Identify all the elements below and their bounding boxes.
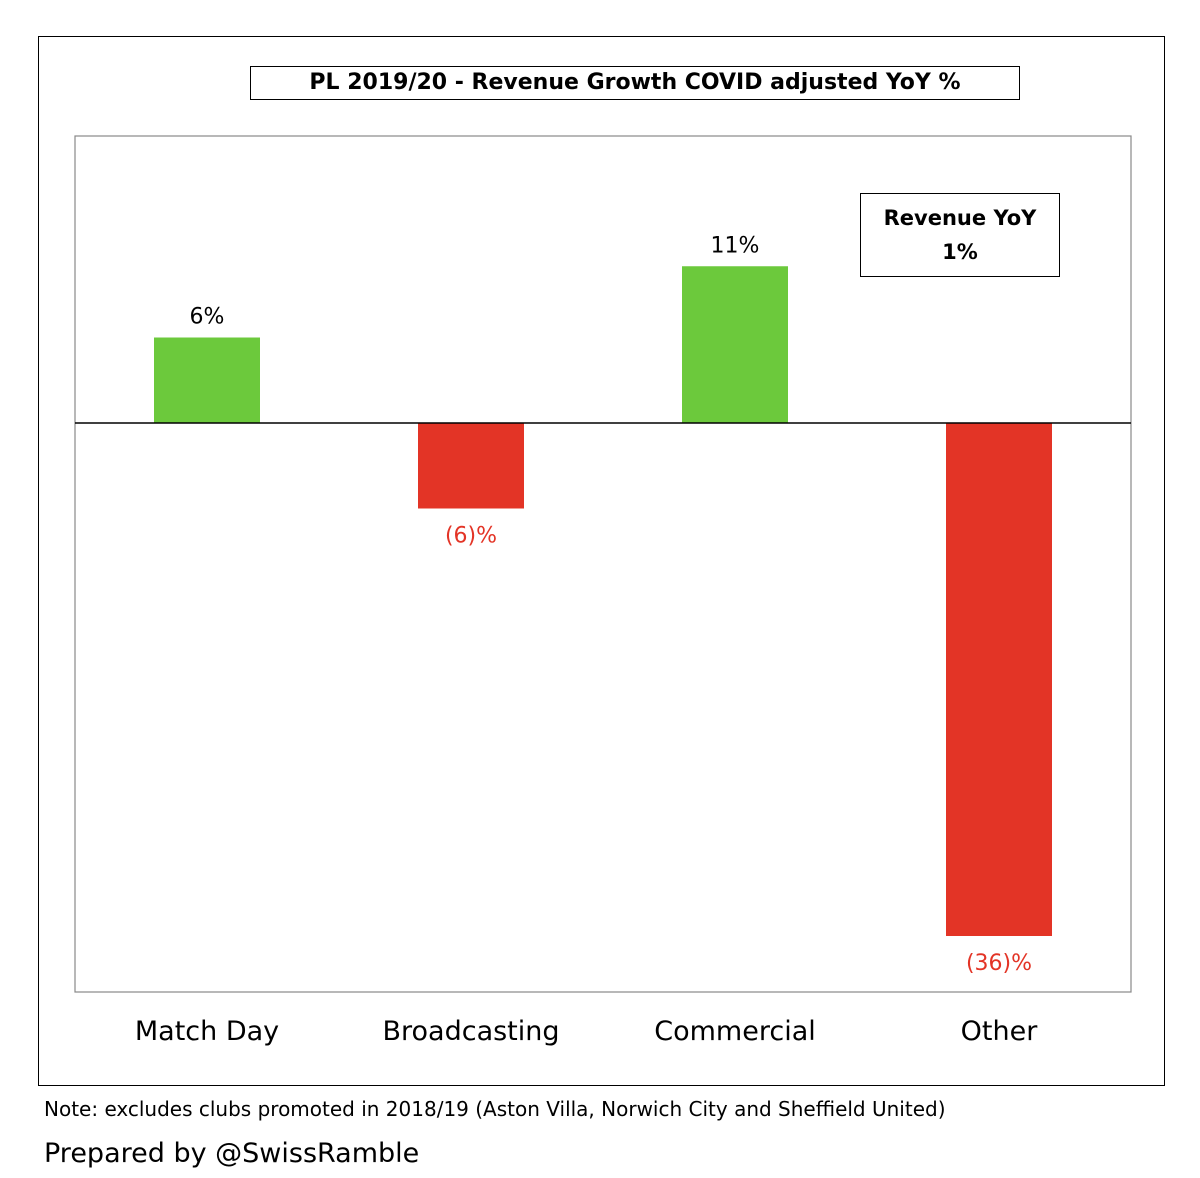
category-label-commercial: Commercial	[654, 1016, 816, 1047]
plot-border	[74, 135, 1132, 993]
bar-match-day	[154, 337, 260, 423]
revenue-yoy-box: Revenue YoY 1%	[860, 193, 1060, 277]
bar-other	[946, 423, 1052, 936]
bar-broadcasting	[418, 423, 524, 509]
revenue-yoy-title: Revenue YoY	[883, 206, 1037, 230]
category-label-other: Other	[961, 1016, 1039, 1047]
category-label-broadcasting: Broadcasting	[382, 1016, 559, 1047]
chart-frame	[38, 36, 1165, 1086]
value-labels-group: 6% (6)% 11% (36)%	[190, 233, 1032, 976]
value-label-other: (36)%	[966, 951, 1032, 976]
value-label-match-day: 6%	[190, 305, 225, 330]
bars-group	[154, 266, 1052, 936]
value-label-broadcasting: (6)%	[445, 524, 497, 549]
credit-line: Prepared by @SwissRamble	[44, 1138, 420, 1169]
footnote: Note: excludes clubs promoted in 2018/19…	[44, 1097, 946, 1121]
value-label-commercial: 11%	[711, 233, 760, 258]
category-labels-group: Match Day Broadcasting Commercial Other	[135, 1016, 1038, 1047]
chart-title: PL 2019/20 - Revenue Growth COVID adjust…	[250, 66, 1020, 100]
revenue-yoy-value: 1%	[942, 240, 978, 264]
category-label-match-day: Match Day	[135, 1016, 279, 1047]
bar-commercial	[682, 266, 788, 423]
